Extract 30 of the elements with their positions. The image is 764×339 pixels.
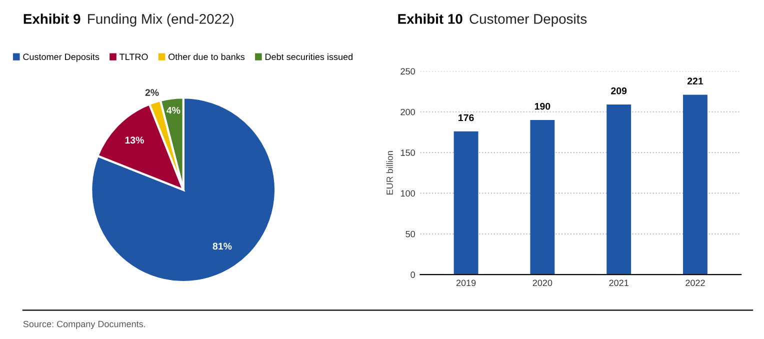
data-label: 2%	[145, 89, 159, 96]
data-label: 221	[687, 78, 704, 84]
y-tick-label: 200	[400, 108, 415, 116]
data-label: 4%	[166, 106, 180, 114]
data-label: 190	[534, 102, 550, 110]
bar	[606, 104, 632, 275]
y-tick-label: 100	[400, 190, 415, 197]
data-label: 13%	[125, 136, 144, 144]
chart-title: Exhibit 9 Funding Mix (end-2022)	[24, 14, 234, 27]
x-tick-label: 2022	[686, 280, 705, 286]
y-tick-label: 0	[410, 272, 415, 278]
bar	[454, 131, 478, 275]
data-label: 81%	[212, 242, 232, 250]
y-tick-label: 50	[406, 230, 415, 238]
x-tick-label: 2021	[609, 280, 628, 286]
legend-label: Debt securities issued	[265, 53, 352, 60]
data-label: 176	[458, 114, 474, 122]
legend-label: TLTRO	[120, 54, 148, 60]
y-tick-label: 250	[400, 68, 415, 75]
bar	[530, 120, 555, 275]
source-note: Source: Company Documents.	[23, 320, 146, 330]
legend-label: Other due to banks	[168, 53, 245, 60]
data-label: 209	[611, 87, 627, 94]
bar	[683, 94, 708, 275]
chart-title: Exhibit 10 Customer Deposits	[398, 14, 587, 27]
y-tick-label: 150	[400, 150, 415, 156]
legend-label: Customer Deposits	[23, 53, 100, 62]
x-tick-label: 2019	[456, 280, 476, 286]
y-axis-title: EUR billion	[386, 151, 393, 194]
x-tick-label: 2020	[532, 280, 552, 286]
